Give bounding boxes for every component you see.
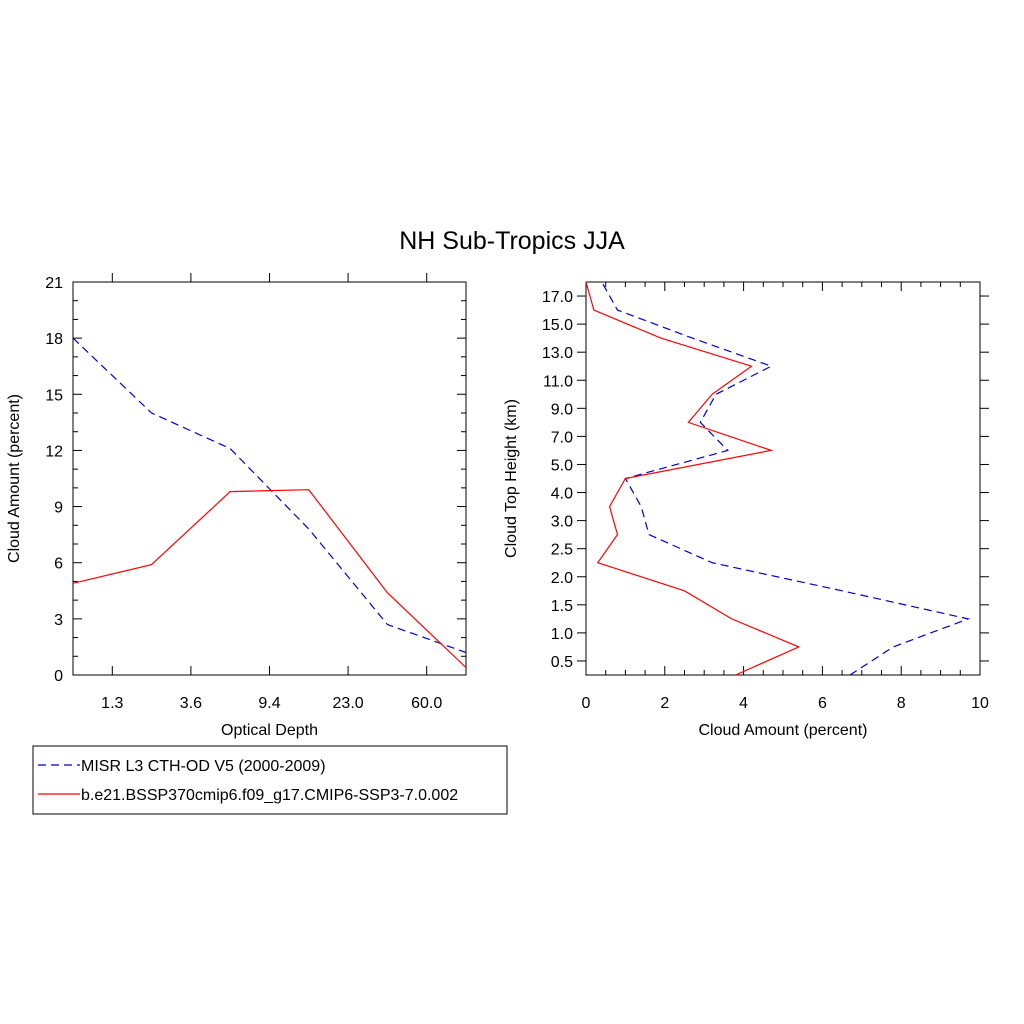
right-y-tick-label: 3.0 (551, 514, 573, 531)
right-y-tick-label: 1.0 (551, 626, 573, 643)
left-y-tick-label: 0 (54, 668, 63, 685)
left-x-axis-label: Optical Depth (221, 722, 318, 739)
left-panel-optical-depth: 0 3 6 9 12 15 18 21 1.3 3.6 9.4 23.0 60.0 Optical Dep… (6, 273, 467, 739)
right-y-tick-label: 5.0 (551, 457, 573, 474)
right-y-tick-label: 1.5 (551, 598, 573, 615)
legend: MISR L3 CTH-OD V5 (2000-2009) b.e21.BSSP… (32, 745, 508, 815)
legend-label-misr: MISR L3 CTH-OD V5 (2000-2009) (81, 758, 326, 775)
right-y-tick-label: 0.5 (551, 654, 573, 671)
right-y-tick-label: 11.0 (543, 373, 573, 390)
legend-label-model: b.e21.BSSP370cmip6.f09_g17.CMIP6-SSP3-7.… (81, 787, 458, 804)
right-x-tick-label: 2 (660, 695, 669, 712)
right-plot-frame (585, 281, 981, 676)
right-x-axis-label: Cloud Amount (percent) (699, 722, 868, 739)
right-y-tick-label: 17.0 (542, 289, 573, 306)
right-y-tick-label: 2.5 (551, 542, 573, 559)
left-y-tick-label: 12 (45, 443, 63, 460)
left-y-axis-label: Cloud Amount (percent) (6, 394, 23, 563)
right-y-tick-label: 4.0 (551, 486, 573, 503)
left-x-tick-label: 60.0 (411, 695, 442, 712)
left-y-tick-label: 6 (54, 556, 63, 573)
right-panel-cloud-top-height: 0 2 4 6 8 10 0.5 1.0 1.5 2.0 2.5 3.0 4.0 5.0 7.0 9.0 11.… (503, 281, 989, 739)
left-x-tick-label: 3.6 (180, 695, 202, 712)
chart-title: NH Sub-Tropics JJA (399, 227, 625, 255)
right-y-tick-label: 9.0 (551, 401, 573, 418)
right-y-tick-label: 7.0 (551, 429, 573, 446)
right-series-line-misr (601, 281, 971, 676)
left-y-tick-label: 18 (45, 331, 63, 348)
left-series-line-misr (72, 337, 467, 654)
right-series-line-model (585, 281, 801, 676)
left-plot-frame (72, 281, 467, 676)
right-y-tick-label: 13.0 (542, 345, 573, 362)
right-y-axis-label: Cloud Top Height (km) (503, 399, 520, 558)
right-x-tick-label: 8 (897, 695, 906, 712)
left-y-tick-label: 3 (54, 612, 63, 629)
right-x-tick-label: 4 (739, 695, 748, 712)
right-x-tick-label: 10 (971, 695, 989, 712)
legend-box (32, 745, 508, 815)
left-series-line-model (72, 489, 467, 668)
left-x-tick-label: 1.3 (101, 695, 123, 712)
right-y-tick-label: 2.0 (551, 570, 573, 587)
right-x-tick-label: 6 (818, 695, 827, 712)
left-y-tick-label: 15 (45, 387, 63, 404)
right-x-tick-label: 0 (582, 695, 591, 712)
right-y-tick-label: 15.0 (542, 317, 573, 334)
left-y-tick-label: 9 (54, 500, 63, 517)
left-x-tick-label: 23.0 (333, 695, 364, 712)
left-y-tick-label: 21 (45, 275, 63, 292)
left-x-tick-label: 9.4 (258, 695, 280, 712)
